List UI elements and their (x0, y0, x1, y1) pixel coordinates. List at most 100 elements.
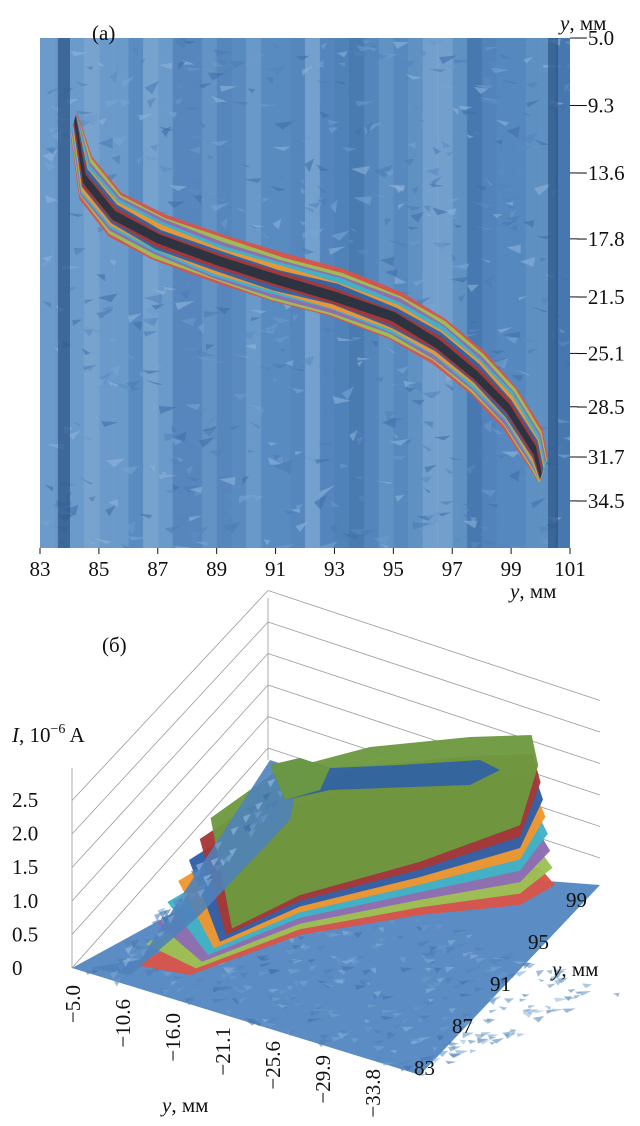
surface-texture (467, 1039, 477, 1044)
texture-triangle (354, 100, 375, 107)
texture-triangle (449, 457, 463, 461)
texture-triangle (471, 320, 479, 325)
texture-triangle (328, 127, 339, 134)
surface-front-slope (90, 760, 300, 975)
texture-triangle (111, 135, 128, 147)
texture-triangle (223, 521, 241, 534)
surface-texture (523, 1012, 533, 1018)
surface-texture (113, 977, 122, 987)
texture-triangle (413, 278, 426, 287)
surface-texture (203, 874, 212, 884)
texture-triangle (344, 92, 360, 101)
texture-triangle (228, 52, 246, 63)
surface-texture (438, 1025, 452, 1032)
texture-triangle (497, 327, 513, 334)
texture-triangle (332, 396, 351, 405)
texture-stripe (422, 38, 438, 548)
texture-triangle (267, 442, 278, 446)
texture-triangle (194, 491, 203, 497)
surface-texture (401, 1026, 414, 1032)
surface-texture (404, 985, 416, 991)
texture-triangle (197, 323, 205, 334)
surface-texture (125, 945, 134, 955)
surface-texture (415, 918, 422, 923)
texture-triangle (105, 505, 116, 517)
x-tick-label: −16.0 (161, 1013, 185, 1062)
texture-triangle (296, 504, 304, 512)
texture-triangle (338, 62, 346, 68)
x-tick-label: −10.6 (111, 999, 135, 1048)
texture-triangle (509, 469, 520, 482)
surface-texture (235, 997, 246, 1005)
texture-triangle (515, 167, 524, 177)
surface-texture (204, 862, 213, 872)
texture-triangle (398, 200, 413, 206)
surface-texture (420, 953, 434, 958)
texture-triangle (158, 474, 178, 480)
texture-triangle (329, 523, 338, 536)
surface-texture (473, 947, 486, 951)
x-tick-label: 89 (206, 557, 227, 581)
surface-texture (324, 932, 337, 939)
texture-triangle (384, 269, 399, 277)
wall-grid-line (71, 716, 269, 935)
texture-triangle (222, 65, 238, 76)
y-tick-label: −5.0 (576, 26, 614, 50)
surface-texture (445, 977, 454, 984)
texture-triangle (502, 517, 516, 525)
texture-triangle (259, 517, 273, 524)
texture-triangle (168, 184, 188, 191)
texture-triangle (521, 112, 531, 117)
texture-triangle (373, 534, 391, 546)
texture-triangle (491, 262, 500, 270)
surface-texture (342, 930, 351, 937)
texture-triangle (132, 321, 143, 331)
texture-triangle (423, 487, 431, 494)
texture-triangle (322, 368, 330, 379)
texture-triangle (159, 165, 174, 174)
texture-triangle (460, 109, 477, 115)
surface-texture (582, 983, 593, 989)
surface-texture (544, 1005, 551, 1011)
texture-triangle (244, 178, 263, 183)
surface-texture (248, 828, 257, 838)
panel-b-x-axis-label: y, мм (160, 1093, 208, 1117)
texture-triangle (193, 541, 208, 546)
surface-texture (139, 948, 148, 958)
texture-triangle (264, 322, 279, 335)
texture-triangle (209, 140, 230, 147)
surface-texture (299, 943, 306, 950)
texture-triangle (193, 195, 202, 204)
surface-texture (567, 988, 576, 993)
texture-triangle (373, 259, 383, 265)
texture-triangle (439, 500, 454, 506)
surface-texture (392, 1012, 403, 1018)
surface-texture (388, 919, 395, 926)
texture-triangle (285, 510, 297, 515)
wall-grid-line (71, 653, 269, 868)
surface-texture (398, 1060, 411, 1067)
texture-triangle (439, 55, 458, 65)
texture-triangle (302, 66, 313, 77)
surface-texture (459, 1039, 467, 1045)
surface-texture (397, 948, 410, 955)
texture-triangle (429, 39, 444, 47)
texture-triangle (353, 476, 364, 480)
panel-b-x-ticks: −5.0 −10.6 −16.0 −21.1 −25.6 −29.9 −33.8 (61, 985, 385, 1118)
texture-triangle (474, 130, 481, 135)
texture-triangle (227, 503, 239, 517)
surface-texture (551, 1008, 564, 1012)
texture-triangle (172, 545, 190, 548)
surface-texture (398, 1051, 405, 1055)
surface-texture (424, 967, 432, 972)
x-tick-label: −33.8 (361, 1069, 385, 1118)
texture-triangle (381, 417, 397, 429)
texture-triangle (339, 463, 350, 469)
surface-texture (284, 949, 297, 956)
heatmap-texture (40, 38, 570, 548)
surface-texture (395, 935, 404, 940)
surface-texture (194, 869, 203, 879)
surface-texture (373, 994, 386, 1000)
texture-triangle (85, 539, 97, 545)
texture-triangle (315, 164, 330, 172)
